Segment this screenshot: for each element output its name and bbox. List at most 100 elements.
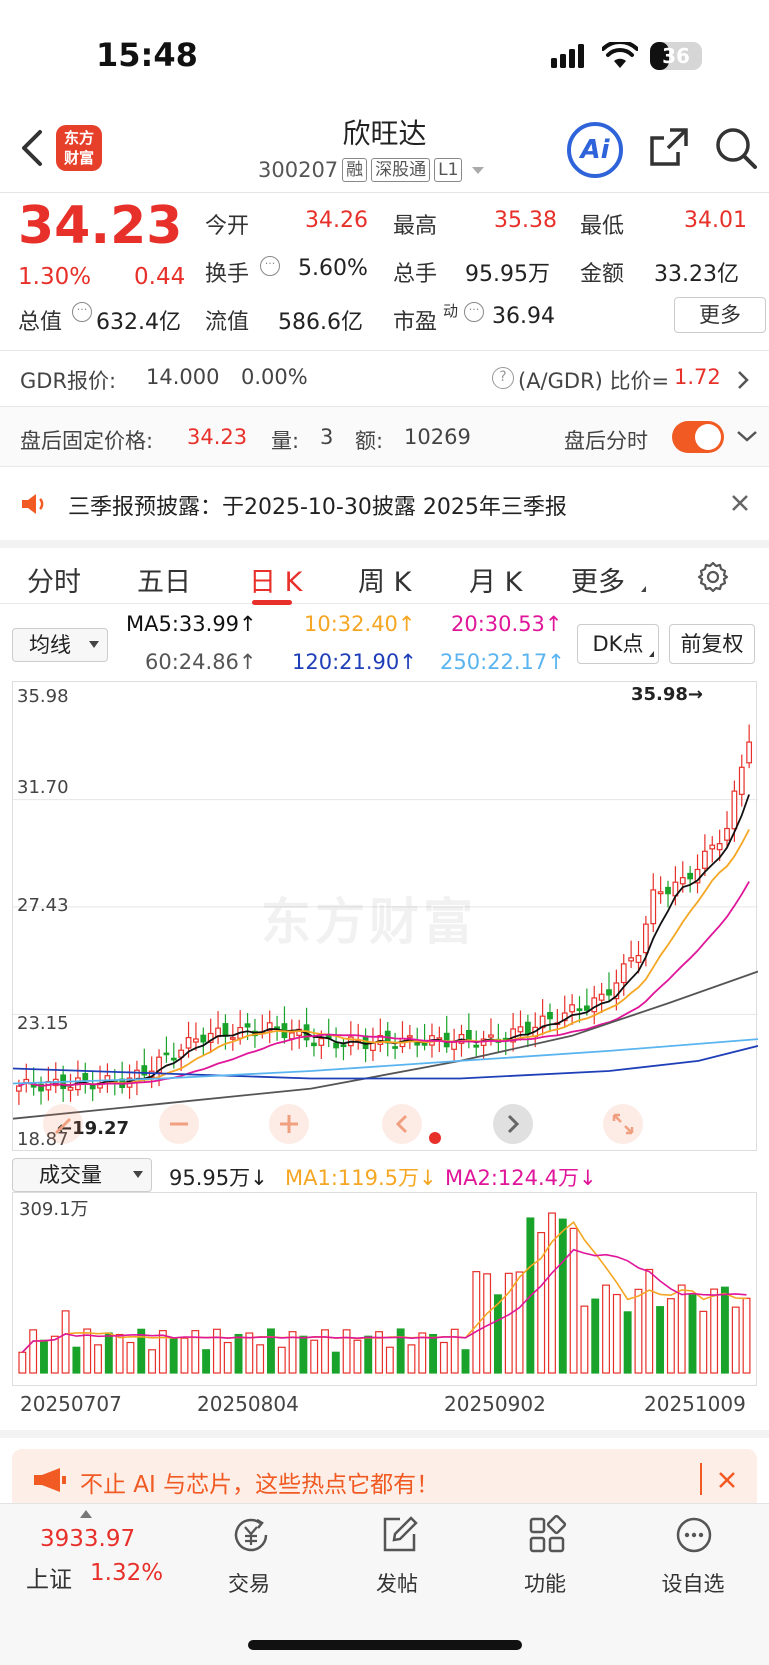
volume-bar bbox=[148, 1349, 157, 1374]
more-button[interactable]: 更多 bbox=[674, 297, 766, 333]
caret-up-icon[interactable] bbox=[80, 1510, 92, 1518]
low-label: 最低 bbox=[580, 214, 625, 239]
share-icon[interactable] bbox=[648, 126, 690, 168]
tab-intraday[interactable]: 分时 bbox=[27, 567, 81, 598]
adjust-button[interactable]: 前复权 bbox=[669, 624, 755, 664]
amount-value: 33.23亿 bbox=[654, 262, 739, 287]
chevron-down-icon[interactable] bbox=[736, 429, 758, 443]
ma250-value: 250:22.17↑ bbox=[440, 650, 565, 674]
signal-icon bbox=[551, 44, 584, 68]
candle bbox=[451, 1041, 457, 1050]
volume-bar bbox=[288, 1331, 297, 1374]
draw-tool-button[interactable] bbox=[43, 1104, 83, 1144]
close-icon[interactable] bbox=[730, 493, 750, 513]
tag-level: L1 bbox=[434, 158, 463, 182]
volume-bar bbox=[310, 1339, 319, 1374]
fullscreen-button[interactable] bbox=[603, 1104, 643, 1144]
volume-indicator-select[interactable]: 成交量 bbox=[12, 1158, 152, 1192]
candle bbox=[222, 1023, 229, 1037]
promo-banner[interactable]: 不止 AI 与芯片，这些热点它都有！ bbox=[12, 1449, 757, 1511]
grid-icon[interactable] bbox=[526, 1514, 568, 1556]
volume-bar bbox=[202, 1349, 211, 1374]
bottom-add-watchlist[interactable]: 设自选 bbox=[661, 1572, 725, 1596]
notice-text: 三季报预披露：于2025-10-30披露 2025年三季报 bbox=[68, 495, 567, 520]
volume-bar bbox=[677, 1284, 686, 1374]
scroll-right-button[interactable] bbox=[493, 1104, 533, 1144]
volume-bar bbox=[558, 1218, 567, 1374]
volume-bar bbox=[385, 1346, 394, 1374]
date-label-1: 20250707 bbox=[20, 1392, 122, 1416]
volume-bar bbox=[245, 1332, 254, 1374]
afterhours-amt: 10269 bbox=[404, 425, 471, 449]
zoom-in-button[interactable] bbox=[269, 1104, 309, 1144]
candle bbox=[170, 1057, 177, 1061]
search-icon[interactable] bbox=[714, 126, 758, 170]
ai-button[interactable]: Ai bbox=[567, 122, 623, 178]
candle bbox=[517, 1026, 524, 1033]
float-label: 流值 bbox=[205, 310, 250, 335]
index-pct[interactable]: 1.32% bbox=[90, 1560, 164, 1586]
tab-monthly-k[interactable]: 月 K bbox=[469, 567, 523, 598]
volume-chart[interactable]: 309.1万 bbox=[12, 1192, 757, 1386]
tab-more-caret-icon bbox=[636, 586, 646, 592]
stock-code-line[interactable]: 300207 融 深股通 L1 bbox=[258, 158, 485, 182]
tab-weekly-k[interactable]: 周 K bbox=[358, 567, 412, 598]
volume-bar bbox=[212, 1328, 221, 1374]
dk-point-button[interactable]: DK点 bbox=[577, 624, 659, 664]
compose-icon[interactable] bbox=[378, 1514, 420, 1556]
gdr-ratio: 1.72 bbox=[674, 365, 721, 389]
candle bbox=[200, 1034, 207, 1043]
current-dot bbox=[429, 1132, 441, 1144]
volume-bar bbox=[169, 1337, 178, 1374]
candle bbox=[156, 1056, 162, 1074]
volume-value: 95.95万 bbox=[465, 262, 550, 287]
volume-bar bbox=[591, 1298, 600, 1374]
scroll-left-button[interactable] bbox=[382, 1104, 422, 1144]
y-label-4: 23.15 bbox=[17, 1013, 69, 1034]
bottom-post[interactable]: 发帖 bbox=[376, 1572, 418, 1596]
candle bbox=[642, 923, 649, 954]
index-value[interactable]: 3933.97 bbox=[40, 1526, 136, 1552]
home-indicator[interactable] bbox=[248, 1640, 522, 1650]
gear-icon[interactable] bbox=[696, 560, 730, 594]
back-icon[interactable] bbox=[18, 128, 44, 168]
candle bbox=[141, 1065, 148, 1076]
notice-row[interactable]: 三季报预披露：于2025-10-30披露 2025年三季报 bbox=[0, 466, 769, 540]
candle bbox=[333, 1042, 339, 1049]
info-icon[interactable]: ··· bbox=[464, 302, 484, 322]
close-icon[interactable] bbox=[717, 1470, 737, 1490]
gdr-row[interactable]: GDR报价: 14.000 0.00% ? (A/GDR) 比价= 1.72 bbox=[0, 350, 769, 406]
last-price: 34.23 bbox=[18, 196, 183, 256]
info-icon[interactable]: ··· bbox=[72, 302, 92, 322]
volume-bar bbox=[612, 1293, 621, 1374]
trade-icon[interactable] bbox=[230, 1514, 272, 1556]
pe-value: 36.94 bbox=[492, 304, 555, 329]
tab-more[interactable]: 更多 bbox=[571, 567, 625, 598]
candle bbox=[583, 1005, 590, 1011]
afterhours-toggle[interactable] bbox=[672, 421, 724, 453]
candle bbox=[524, 1021, 531, 1034]
high-label: 最高 bbox=[393, 214, 438, 239]
volume-bar bbox=[602, 1284, 610, 1374]
candle bbox=[318, 1038, 325, 1046]
more-dots-icon[interactable] bbox=[673, 1514, 715, 1556]
volume-bar bbox=[439, 1341, 448, 1374]
index-name[interactable]: 上证 bbox=[26, 1567, 72, 1593]
bottom-functions[interactable]: 功能 bbox=[524, 1572, 566, 1596]
dk-point-label: DK点 bbox=[592, 632, 644, 656]
zoom-out-button[interactable] bbox=[159, 1104, 199, 1144]
volume-bar bbox=[267, 1328, 275, 1374]
help-icon[interactable]: ? bbox=[492, 367, 514, 389]
ma-select[interactable]: 均线 bbox=[12, 628, 108, 662]
mktcap-value: 632.4亿 bbox=[96, 310, 181, 335]
tab-daily-k[interactable]: 日 K bbox=[249, 567, 303, 598]
bottom-trade[interactable]: 交易 bbox=[228, 1572, 270, 1596]
ma20-line bbox=[18, 881, 750, 1087]
volume-bar bbox=[40, 1339, 48, 1374]
chart-tabs: 分时 五日 日 K 周 K 月 K 更多 bbox=[0, 540, 769, 605]
candle bbox=[613, 982, 620, 1000]
info-icon[interactable]: ··· bbox=[260, 256, 280, 276]
kline-chart[interactable]: 东方财富 35.98 31.70 27.43 23.15 18.87 35.98… bbox=[12, 681, 759, 1151]
date-label-3: 20250902 bbox=[444, 1392, 546, 1416]
tab-five-day[interactable]: 五日 bbox=[137, 567, 191, 598]
